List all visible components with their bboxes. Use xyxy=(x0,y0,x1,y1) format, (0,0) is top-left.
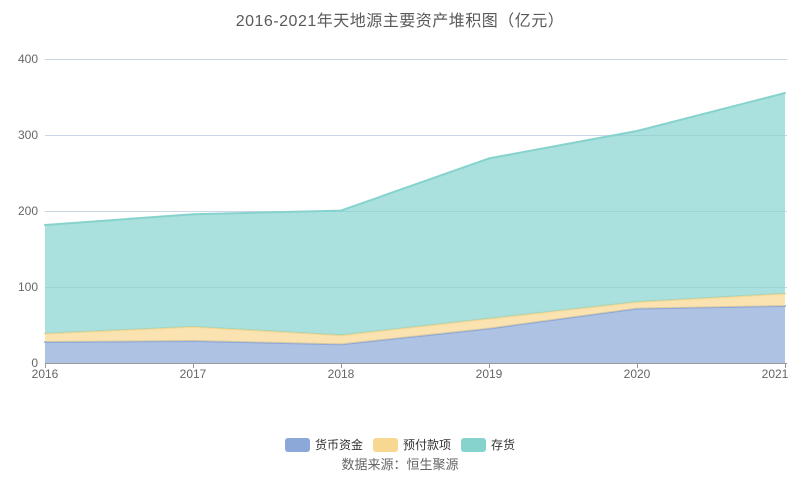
legend: 货币资金 预付款项 存货 xyxy=(0,436,800,453)
data-source-label: 数据来源：恒生聚源 xyxy=(341,457,459,472)
x-axis-label: 2016 xyxy=(31,367,59,381)
y-axis-label: 300 xyxy=(17,128,38,142)
legend-swatch-monetary-funds xyxy=(284,437,310,452)
legend-item-inventory[interactable]: 存货 xyxy=(461,436,515,453)
area-inventory[interactable] xyxy=(45,93,785,336)
stacked-area-chart xyxy=(44,59,787,368)
y-axis-label: 400 xyxy=(17,52,38,66)
legend-label: 货币资金 xyxy=(314,438,363,452)
legend-label: 存货 xyxy=(491,438,516,452)
y-axis-label: 100 xyxy=(17,280,38,294)
legend-item-monetary-funds[interactable]: 货币资金 xyxy=(284,436,363,453)
legend-label: 预付款项 xyxy=(402,438,451,452)
x-axis-label: 2020 xyxy=(623,367,651,381)
area-monetary-funds[interactable] xyxy=(45,306,785,363)
x-axis-label: 2019 xyxy=(475,367,503,381)
chart-title: 2016-2021年天地源主要资产堆积图（亿元） xyxy=(235,13,565,30)
x-axis-label: 2021 xyxy=(761,367,789,381)
legend-swatch-prepayments xyxy=(372,437,398,452)
legend-item-prepayments[interactable]: 预付款项 xyxy=(372,436,451,453)
x-axis-label: 2018 xyxy=(327,367,355,381)
y-axis-label: 0 xyxy=(31,356,38,370)
x-axis-label: 2017 xyxy=(179,367,207,381)
line-inventory xyxy=(44,92,786,226)
y-axis-label: 200 xyxy=(17,204,38,218)
legend-swatch-inventory xyxy=(461,437,486,452)
